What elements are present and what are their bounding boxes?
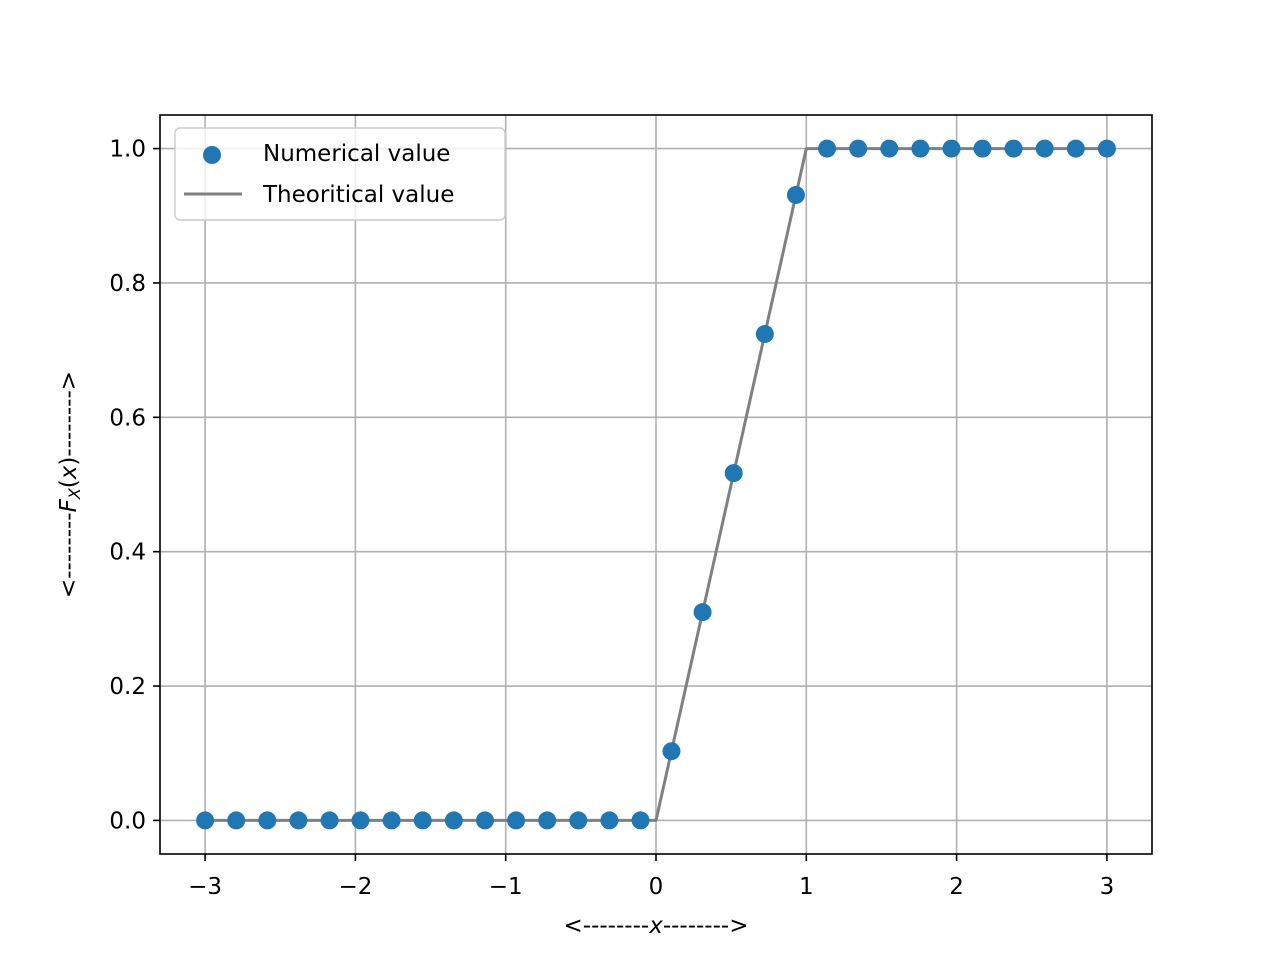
numerical-value-point bbox=[289, 811, 308, 830]
x-axis-label-right: --------> bbox=[663, 913, 749, 939]
numerical-value-point bbox=[693, 603, 712, 622]
numerical-value-point bbox=[413, 811, 432, 830]
legend: Numerical value Theoritical value bbox=[174, 127, 506, 221]
numerical-value-point bbox=[942, 139, 961, 158]
legend-marker-numerical bbox=[203, 146, 221, 164]
numerical-value-point bbox=[880, 139, 899, 158]
numerical-value-point bbox=[227, 811, 246, 830]
numerical-value-point bbox=[973, 139, 992, 158]
numerical-value-point bbox=[196, 811, 215, 830]
legend-box bbox=[174, 127, 506, 221]
numerical-value-point bbox=[538, 811, 557, 830]
numerical-value-point bbox=[320, 811, 339, 830]
y-tick-label: 0.0 bbox=[109, 808, 146, 834]
x-axis-label-left: <-------- bbox=[564, 913, 650, 939]
x-tick-label: −1 bbox=[489, 874, 523, 900]
numerical-value-point bbox=[786, 185, 805, 204]
axis-ticks: −3 −2 −1 0 1 2 3 0.0 0.2 0.4 0.6 0.8 1.0 bbox=[109, 137, 1114, 900]
y-tick-label: 0.6 bbox=[109, 405, 146, 431]
numerical-value-point bbox=[444, 811, 463, 830]
y-tick-label: 0.4 bbox=[109, 540, 146, 566]
y-axis-label-open: ( bbox=[56, 479, 82, 488]
x-tick-label: −2 bbox=[338, 874, 372, 900]
numerical-value-point bbox=[1066, 139, 1085, 158]
numerical-value-point bbox=[507, 811, 526, 830]
numerical-value-point bbox=[382, 811, 401, 830]
numerical-value-point bbox=[631, 811, 650, 830]
x-axis-label: <--------x--------> bbox=[564, 913, 749, 939]
numerical-value-point bbox=[755, 325, 774, 344]
y-axis-label-right: --------> bbox=[56, 371, 82, 457]
theoretical-value-line bbox=[205, 147, 1107, 822]
numerical-value-point bbox=[1097, 139, 1116, 158]
y-axis-label: <--------FX(x)--------> bbox=[56, 371, 84, 598]
theoretical-line-layer bbox=[205, 147, 1107, 822]
y-tick-label: 0.2 bbox=[109, 674, 146, 700]
numerical-value-point bbox=[1004, 139, 1023, 158]
x-axis-label-var: x bbox=[648, 913, 663, 939]
numerical-value-point bbox=[849, 139, 868, 158]
x-tick-label: −3 bbox=[188, 874, 222, 900]
y-axis-label-x: x bbox=[56, 465, 82, 480]
numerical-value-point bbox=[724, 464, 743, 483]
x-tick-label: 1 bbox=[799, 874, 814, 900]
numerical-value-point bbox=[662, 742, 681, 761]
y-axis-label-left: <-------- bbox=[56, 512, 82, 598]
y-tick-label: 0.8 bbox=[109, 271, 146, 297]
numerical-value-point bbox=[818, 139, 837, 158]
numerical-value-point bbox=[1035, 139, 1054, 158]
y-axis-label-sub: X bbox=[65, 487, 84, 500]
numerical-value-point bbox=[475, 811, 494, 830]
legend-label-theoretical: Theoritical value bbox=[262, 182, 454, 208]
legend-label-numerical: Numerical value bbox=[263, 141, 450, 167]
numerical-value-point bbox=[911, 139, 930, 158]
x-tick-label: 3 bbox=[1100, 874, 1115, 900]
x-tick-label: 2 bbox=[949, 874, 964, 900]
numerical-points-layer bbox=[196, 139, 1116, 830]
y-axis-label-close: ) bbox=[56, 457, 82, 466]
y-tick-label: 1.0 bbox=[109, 137, 146, 163]
numerical-value-point bbox=[351, 811, 370, 830]
numerical-value-point bbox=[258, 811, 277, 830]
x-tick-label: 0 bbox=[649, 874, 664, 900]
y-axis-label-F: F bbox=[56, 498, 82, 512]
numerical-value-point bbox=[600, 811, 619, 830]
numerical-value-point bbox=[569, 811, 588, 830]
